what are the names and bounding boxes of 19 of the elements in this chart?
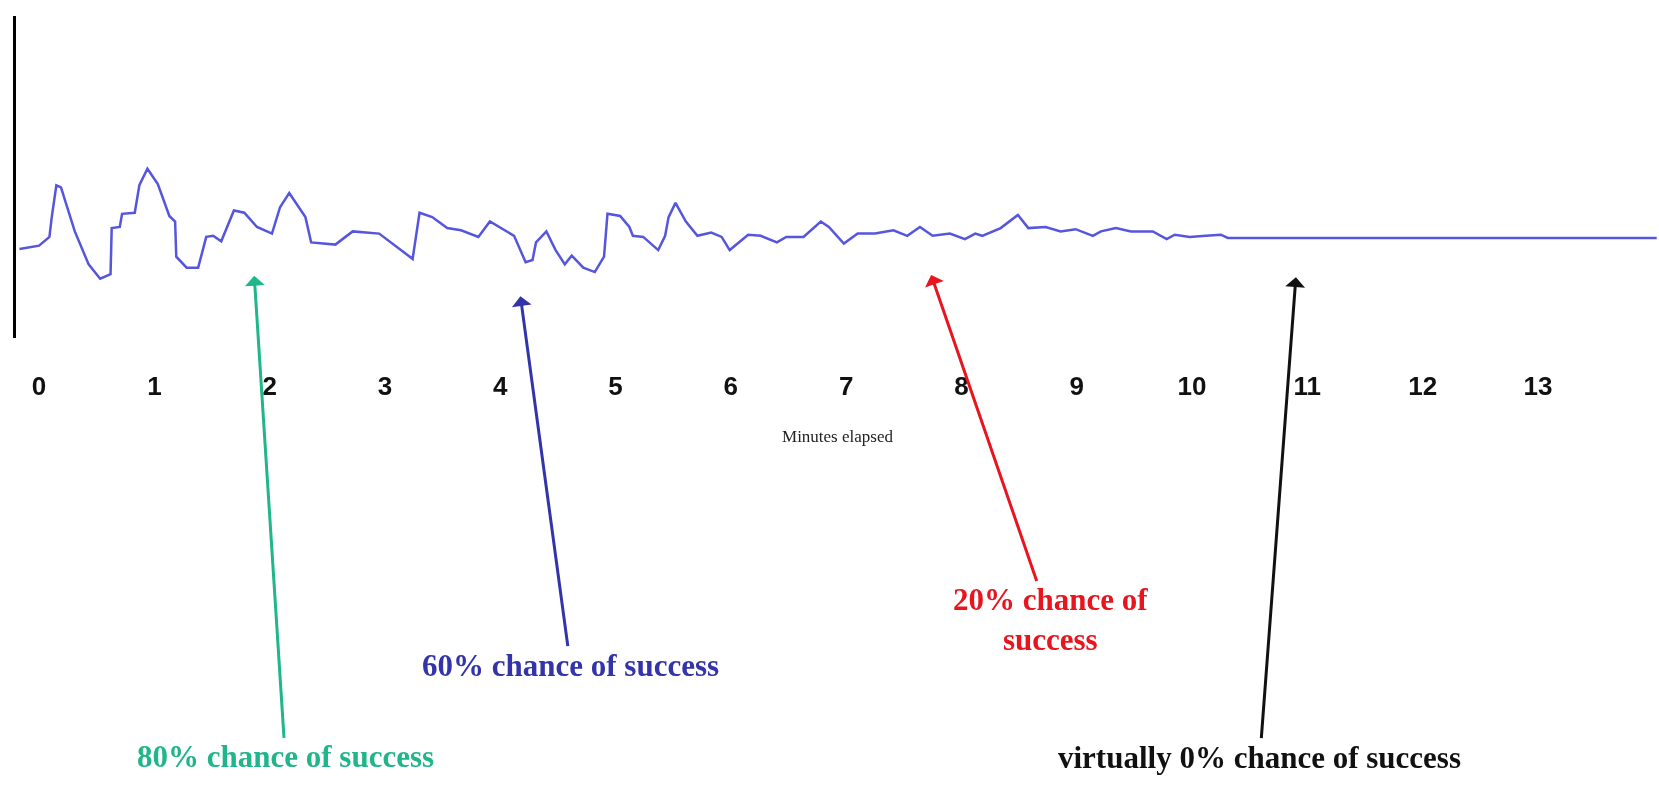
- text: 60% chance of success: [422, 648, 720, 683]
- x-tick-label: 4: [493, 371, 509, 401]
- x-tick-label: 13: [1523, 371, 1553, 401]
- x-tick-label: 10: [1177, 371, 1207, 401]
- x-tick-label: 11: [1293, 371, 1322, 401]
- x-tick-label: 12: [1408, 371, 1438, 401]
- x-tick-label: 0: [31, 371, 47, 401]
- x-tick-label: 5: [608, 371, 623, 401]
- x-tick-label: 1: [147, 371, 162, 401]
- text: virtually 0% chance of success: [1058, 740, 1461, 775]
- x-tick-label: 8: [954, 371, 969, 401]
- x-tick-label: 6: [723, 371, 739, 401]
- text: 20% chance of success: [953, 582, 1149, 658]
- x-tick-label: 2: [262, 371, 277, 401]
- text: 80% chance of success: [137, 739, 435, 774]
- x-tick-label: 9: [1069, 371, 1084, 401]
- x-tick-label: 3: [377, 371, 393, 401]
- x-tick-label: 7: [838, 371, 854, 401]
- x-axis-title: Minutes elapsed: [782, 427, 894, 447]
